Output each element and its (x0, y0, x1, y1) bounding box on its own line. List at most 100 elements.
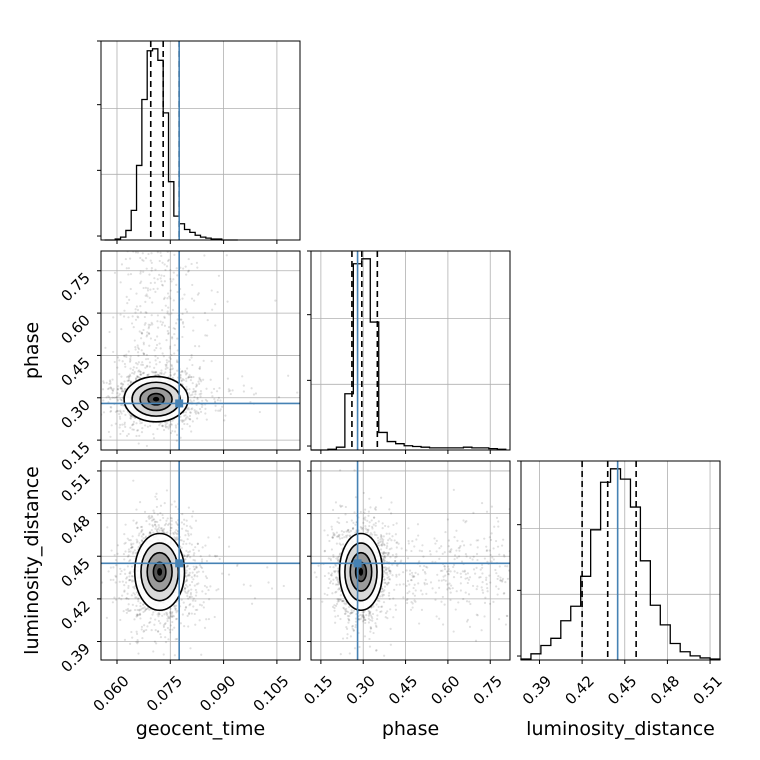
sample-point (148, 530, 152, 534)
sample-point (382, 558, 385, 561)
sample-point (190, 576, 193, 579)
sample-point (223, 419, 226, 422)
sample-point (146, 373, 149, 377)
sample-point (391, 535, 394, 538)
sample-point (324, 396, 326, 398)
sample-point (457, 547, 460, 550)
sample-point (186, 555, 189, 558)
x-axis-label: phase (382, 718, 439, 740)
sample-point (388, 537, 391, 540)
sample-point (123, 380, 126, 383)
sample-point (184, 583, 188, 587)
sample-point (395, 553, 398, 556)
sample-point (203, 254, 206, 257)
sample-point (148, 365, 151, 368)
sample-point (191, 363, 194, 367)
sample-point (118, 423, 122, 426)
sample-point (488, 549, 491, 552)
sample-point (167, 332, 170, 336)
sample-point (172, 531, 175, 535)
sample-point (182, 325, 186, 328)
sample-point (171, 337, 174, 340)
sample-point (197, 412, 200, 415)
sample-point (127, 267, 130, 270)
sample-point (421, 593, 424, 596)
sample-point (161, 283, 164, 286)
sample-point (411, 575, 415, 579)
sample-point (329, 557, 332, 560)
panel-geocent_time-luminosity_distance (100, 460, 301, 661)
sample-point (429, 553, 432, 556)
sample-point (418, 549, 421, 552)
sample-point (193, 575, 196, 578)
sample-point (196, 266, 199, 269)
sample-point (154, 371, 157, 374)
sample-point (413, 545, 416, 548)
sample-point (146, 625, 149, 628)
sample-point (381, 551, 384, 554)
sample-point (146, 331, 149, 334)
sample-point (181, 419, 184, 422)
sample-point (124, 523, 127, 526)
sample-point (336, 535, 339, 538)
sample-point (134, 348, 137, 351)
sample-point (212, 387, 216, 391)
sample-point (119, 387, 122, 390)
sample-point (148, 621, 151, 624)
sample-point (169, 611, 172, 614)
sample-point (127, 603, 130, 606)
sample-point (385, 551, 388, 555)
sample-point (194, 385, 198, 388)
sample-point (389, 643, 392, 646)
sample-point (174, 537, 177, 540)
sample-point (345, 607, 348, 611)
sample-point (138, 330, 141, 333)
sample-point (351, 624, 355, 628)
sample-point (363, 635, 367, 638)
sample-point (380, 544, 384, 547)
sample-point (242, 583, 245, 586)
x-axis-label: luminosity_distance (526, 718, 715, 740)
sample-point (139, 272, 142, 275)
sample-point (129, 642, 132, 645)
sample-point (369, 614, 373, 617)
sample-point (420, 608, 424, 612)
sample-point (442, 578, 445, 581)
sample-point (334, 501, 338, 504)
sample-point (124, 541, 127, 544)
sample-point (185, 519, 188, 522)
sample-point (126, 379, 129, 382)
sample-point (152, 371, 155, 374)
sample-point (176, 537, 179, 540)
sample-point (134, 318, 138, 321)
sample-point (323, 592, 326, 595)
sample-point (168, 313, 171, 316)
sample-point (499, 576, 502, 579)
sample-point (353, 647, 357, 650)
sample-point (344, 505, 347, 509)
sample-point (173, 327, 177, 331)
sample-point (111, 378, 114, 381)
sample-point (128, 257, 132, 260)
sample-point (417, 582, 420, 585)
sample-point (136, 642, 139, 645)
sample-point (475, 613, 478, 616)
sample-point (332, 531, 335, 535)
sample-point (112, 578, 115, 581)
sample-point (330, 574, 333, 577)
sample-point (382, 551, 386, 554)
sample-point (115, 396, 118, 399)
sample-point (187, 597, 190, 600)
sample-point (331, 536, 334, 539)
sample-point (464, 521, 467, 524)
sample-point (480, 586, 483, 589)
sample-point (135, 292, 138, 295)
sample-point (388, 597, 391, 601)
sample-point (109, 386, 113, 389)
sample-point (152, 433, 155, 436)
sample-point (169, 624, 172, 627)
sample-point (381, 593, 384, 596)
sample-point (161, 352, 164, 355)
sample-point (472, 511, 475, 514)
sample-point (143, 624, 146, 627)
